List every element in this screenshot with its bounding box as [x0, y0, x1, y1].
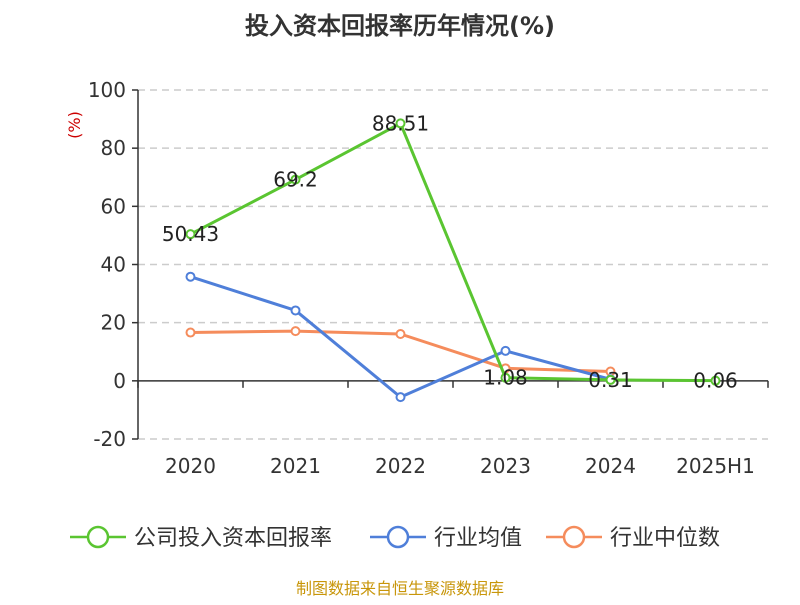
data-labels: 50.43 69.2 88.51 1.08 0.31 0.06 — [162, 111, 738, 392]
data-label: 88.51 — [372, 111, 429, 135]
data-point[interactable] — [395, 392, 406, 403]
data-point[interactable] — [185, 229, 196, 240]
data-point[interactable] — [185, 271, 196, 282]
y-axis-label: (%) — [65, 111, 84, 139]
series-2 — [185, 326, 616, 377]
data-point[interactable] — [605, 374, 616, 385]
legend-marker — [562, 525, 586, 549]
data-point[interactable] — [395, 118, 406, 129]
data-label: 0.31 — [588, 368, 633, 392]
data-label: 0.06 — [693, 369, 738, 393]
legend-label: 行业均值 — [434, 526, 522, 551]
legend-item-1[interactable]: 行业均值 — [370, 525, 522, 551]
y-tick-label: 100 — [88, 78, 126, 102]
data-point[interactable] — [395, 329, 406, 340]
legend-label: 行业中位数 — [610, 526, 720, 551]
data-point[interactable] — [290, 326, 301, 337]
source-note: 制图数据来自恒生聚源数据库 — [296, 579, 504, 598]
x-tick-label: 2025H1 — [676, 454, 755, 478]
data-point[interactable] — [185, 327, 196, 338]
data-label: 1.08 — [483, 366, 528, 390]
data-point[interactable] — [290, 305, 301, 316]
data-point[interactable] — [290, 174, 301, 185]
x-tick-label: 2022 — [375, 454, 426, 478]
legend: 公司投入资本回报率 行业均值 行业中位数 — [70, 525, 720, 551]
legend-label: 公司投入资本回报率 — [134, 526, 332, 551]
x-tick-label: 2024 — [585, 454, 636, 478]
y-tick-label: 40 — [101, 253, 126, 277]
legend-item-0[interactable]: 公司投入资本回报率 — [70, 525, 332, 551]
x-tick-label: 2020 — [165, 454, 216, 478]
x-tick-label: 2023 — [480, 454, 531, 478]
x-tick-label: 2021 — [270, 454, 321, 478]
series-0 — [185, 118, 721, 386]
series-line — [189, 121, 716, 383]
y-tick-label: 0 — [113, 369, 126, 393]
data-point[interactable] — [500, 372, 511, 383]
data-label: 50.43 — [162, 222, 219, 246]
data-point[interactable] — [710, 375, 721, 386]
chart-title: 投入资本回报率历年情况(%) — [245, 12, 555, 40]
data-point[interactable] — [500, 345, 511, 356]
y-tick-label: -20 — [93, 427, 126, 451]
y-tick-label: 60 — [101, 194, 126, 218]
y-tick-label: 80 — [101, 136, 126, 160]
legend-marker — [86, 525, 110, 549]
data-label: 69.2 — [273, 168, 318, 192]
y-tick-label: 20 — [101, 311, 126, 335]
grid-lines — [138, 89, 768, 440]
legend-marker — [386, 525, 410, 549]
legend-item-2[interactable]: 行业中位数 — [546, 525, 720, 551]
series-lines — [185, 118, 721, 403]
